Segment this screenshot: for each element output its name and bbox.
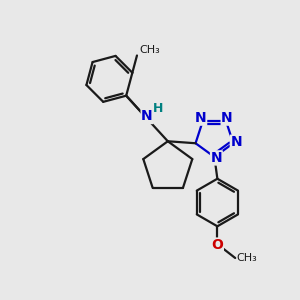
Text: N: N xyxy=(141,110,153,124)
Text: N: N xyxy=(195,111,207,125)
Text: O: O xyxy=(212,238,223,252)
Text: N: N xyxy=(230,135,242,149)
Text: N: N xyxy=(211,151,222,165)
Text: N: N xyxy=(221,111,233,125)
Text: CH₃: CH₃ xyxy=(236,253,257,263)
Text: CH₃: CH₃ xyxy=(139,44,160,55)
Text: H: H xyxy=(153,102,163,115)
